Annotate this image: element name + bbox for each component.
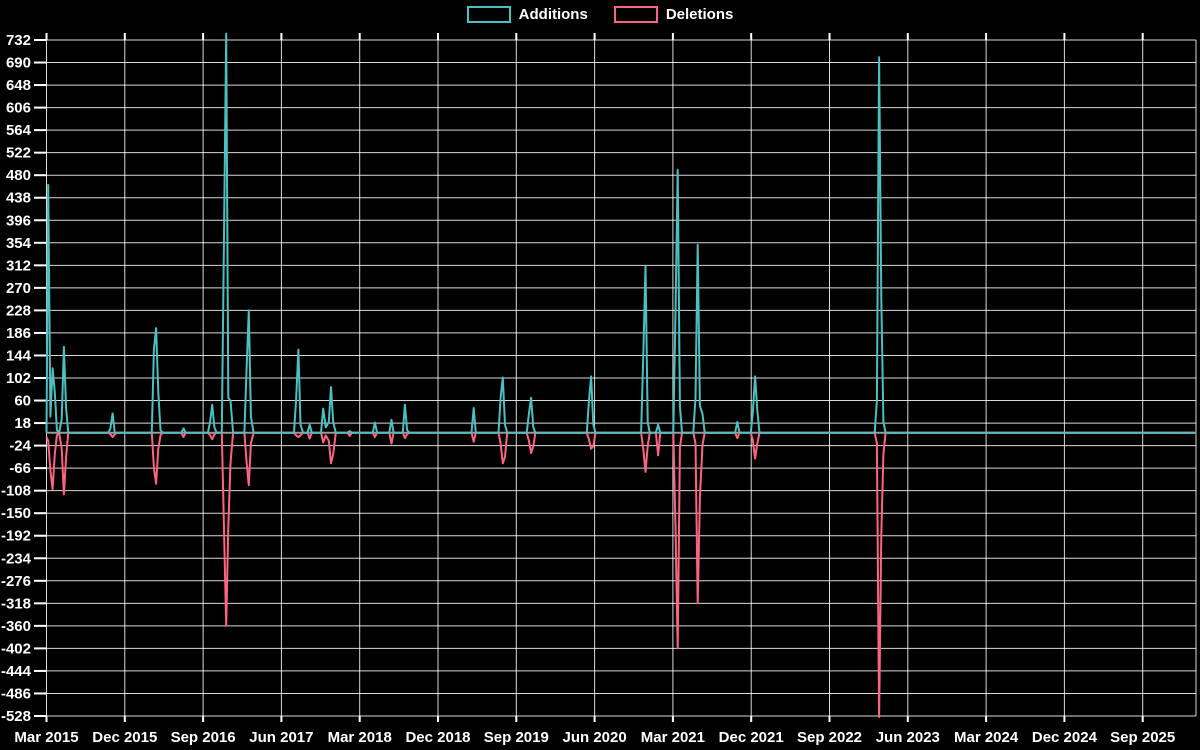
x-tick-label: Jun 2023 <box>876 729 940 746</box>
y-tick-label: 396 <box>6 212 31 229</box>
x-tick-label: Jun 2017 <box>249 729 313 746</box>
gridlines <box>46 39 1197 717</box>
y-tick-label: 60 <box>14 393 31 410</box>
deletions-legend-label: Deletions <box>665 6 734 23</box>
x-tick-label: Dec 2021 <box>719 729 784 746</box>
y-tick-label: 732 <box>6 32 31 49</box>
y-tick-label: -150 <box>1 505 31 522</box>
y-tick-label: -66 <box>9 460 31 477</box>
y-tick-label: 480 <box>6 167 31 184</box>
legend-item-deletions[interactable]: Deletions <box>613 6 734 23</box>
x-tick-label: Sep 2022 <box>797 729 862 746</box>
x-tick-label: Mar 2021 <box>641 729 705 746</box>
x-tick-label: Dec 2018 <box>405 729 470 746</box>
y-tick-label: -444 <box>1 663 32 680</box>
y-tick-label: -276 <box>1 573 31 590</box>
deletions-line <box>45 431 1195 718</box>
y-tick-label: -24 <box>9 438 31 455</box>
y-tick-label: -360 <box>1 618 31 635</box>
y-tick-label: 144 <box>6 347 32 364</box>
y-tick-label: 438 <box>6 190 31 207</box>
y-tick-label: 606 <box>6 100 31 117</box>
y-tick-label: -402 <box>1 640 31 657</box>
y-tick-label: 354 <box>6 235 32 252</box>
y-tick-label: 18 <box>14 415 31 432</box>
y-tick-label: 186 <box>6 325 31 342</box>
deletions-swatch <box>613 6 658 23</box>
y-tick-label: -108 <box>1 483 31 500</box>
y-tick-label: -318 <box>1 595 31 612</box>
y-tick-label: 270 <box>6 280 31 297</box>
y-tick-label: -528 <box>1 708 31 725</box>
y-axis-labels: 732 690 648 606 564 522 480 438 396 354 312 270 228 1… <box>1 32 32 725</box>
x-tick-label: Sep 2019 <box>484 729 549 746</box>
series-lines <box>45 32 1195 718</box>
y-tick-label: 228 <box>6 302 31 319</box>
x-axis-labels: Mar 2015 Dec 2015 Sep 2016 Jun 2017 Mar 2018… <box>14 729 1175 746</box>
x-tick-label: Mar 2024 <box>954 729 1019 746</box>
chart-legend: Additions Deletions <box>0 6 1200 23</box>
y-tick-label: 102 <box>6 370 31 387</box>
additions-legend-label: Additions <box>518 6 588 23</box>
y-tick-label: -234 <box>1 550 32 567</box>
y-tick-label: -192 <box>1 528 31 545</box>
axis-ticks <box>34 33 1144 722</box>
x-tick-label: Dec 2015 <box>92 729 157 746</box>
y-tick-label: 690 <box>6 55 31 72</box>
additions-swatch <box>466 6 511 23</box>
y-tick-label: -486 <box>1 685 31 702</box>
x-tick-label: Mar 2018 <box>328 729 392 746</box>
additions-line <box>45 32 1195 434</box>
y-tick-label: 564 <box>6 122 32 139</box>
x-tick-label: Dec 2024 <box>1032 729 1098 746</box>
x-tick-label: Jun 2020 <box>562 729 626 746</box>
y-tick-label: 648 <box>6 77 31 94</box>
legend-item-additions[interactable]: Additions <box>466 6 588 23</box>
x-tick-label: Sep 2025 <box>1110 729 1175 746</box>
x-tick-label: Sep 2016 <box>171 729 236 746</box>
x-tick-label: Mar 2015 <box>14 729 78 746</box>
y-tick-label: 312 <box>6 257 31 274</box>
y-tick-label: 522 <box>6 145 31 162</box>
